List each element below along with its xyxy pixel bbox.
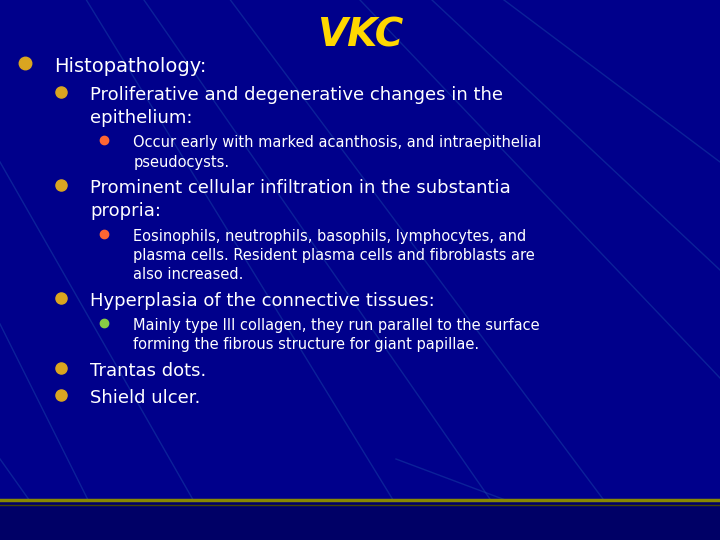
Text: Proliferative and degenerative changes in the
epithelium:: Proliferative and degenerative changes i… bbox=[90, 86, 503, 126]
Text: Shield ulcer.: Shield ulcer. bbox=[90, 389, 200, 407]
Text: Trantas dots.: Trantas dots. bbox=[90, 362, 206, 380]
Text: Occur early with marked acanthosis, and intraepithelial
pseudocysts.: Occur early with marked acanthosis, and … bbox=[133, 136, 541, 170]
Text: Mainly type III collagen, they run parallel to the surface
forming the fibrous s: Mainly type III collagen, they run paral… bbox=[133, 318, 540, 352]
Bar bbox=[0, 500, 720, 540]
Text: Histopathology:: Histopathology: bbox=[54, 57, 207, 76]
Text: VKC: VKC bbox=[317, 16, 403, 54]
Text: Eosinophils, neutrophils, basophils, lymphocytes, and
plasma cells. Resident pla: Eosinophils, neutrophils, basophils, lym… bbox=[133, 229, 535, 282]
Text: Hyperplasia of the connective tissues:: Hyperplasia of the connective tissues: bbox=[90, 292, 435, 310]
Text: Prominent cellular infiltration in the substantia
propria:: Prominent cellular infiltration in the s… bbox=[90, 179, 510, 220]
